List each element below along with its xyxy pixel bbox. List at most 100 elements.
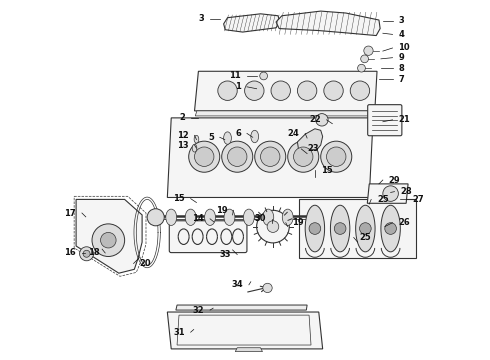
Text: 34: 34 xyxy=(231,280,243,289)
Circle shape xyxy=(271,81,291,100)
Ellipse shape xyxy=(305,205,324,252)
Ellipse shape xyxy=(224,209,235,225)
Text: 20: 20 xyxy=(139,259,151,268)
Text: 21: 21 xyxy=(398,115,410,124)
Text: 7: 7 xyxy=(398,75,404,84)
Circle shape xyxy=(260,72,268,80)
Ellipse shape xyxy=(244,209,254,225)
Ellipse shape xyxy=(263,209,274,225)
Text: 6: 6 xyxy=(235,129,241,138)
Text: 29: 29 xyxy=(389,176,400,185)
Circle shape xyxy=(267,221,279,233)
Ellipse shape xyxy=(205,209,216,225)
Circle shape xyxy=(261,147,280,166)
Circle shape xyxy=(321,141,352,172)
Ellipse shape xyxy=(381,205,400,252)
Polygon shape xyxy=(176,305,307,310)
Circle shape xyxy=(385,223,396,234)
Text: 12: 12 xyxy=(177,131,189,140)
Circle shape xyxy=(309,223,321,234)
Text: 19: 19 xyxy=(292,218,303,227)
Text: 24: 24 xyxy=(288,129,299,138)
FancyBboxPatch shape xyxy=(169,221,247,253)
Text: 30: 30 xyxy=(255,214,267,223)
Polygon shape xyxy=(299,199,416,258)
FancyBboxPatch shape xyxy=(368,105,402,136)
Circle shape xyxy=(297,81,317,100)
Circle shape xyxy=(326,147,346,166)
Ellipse shape xyxy=(192,144,197,152)
Ellipse shape xyxy=(194,135,199,143)
Circle shape xyxy=(316,114,328,126)
Ellipse shape xyxy=(166,209,177,225)
Text: 32: 32 xyxy=(193,306,204,315)
Circle shape xyxy=(358,64,366,72)
Circle shape xyxy=(92,224,124,256)
Text: 27: 27 xyxy=(412,195,423,204)
Text: 2: 2 xyxy=(179,113,185,122)
Circle shape xyxy=(195,147,214,166)
Polygon shape xyxy=(196,111,375,116)
Ellipse shape xyxy=(223,132,231,144)
Text: 1: 1 xyxy=(235,82,241,91)
Polygon shape xyxy=(297,129,322,150)
Text: 4: 4 xyxy=(398,30,404,39)
Text: 33: 33 xyxy=(220,250,231,259)
Text: 18: 18 xyxy=(88,248,99,257)
Ellipse shape xyxy=(282,209,293,225)
Circle shape xyxy=(100,233,116,248)
Ellipse shape xyxy=(330,205,350,252)
Text: 3: 3 xyxy=(198,14,204,23)
Circle shape xyxy=(255,141,286,172)
Circle shape xyxy=(361,55,368,63)
Text: 9: 9 xyxy=(398,53,404,62)
Polygon shape xyxy=(168,118,373,198)
Circle shape xyxy=(334,223,346,234)
Polygon shape xyxy=(368,184,408,203)
Circle shape xyxy=(227,147,247,166)
Text: 11: 11 xyxy=(229,71,241,80)
Circle shape xyxy=(288,141,319,172)
Polygon shape xyxy=(276,11,380,36)
Circle shape xyxy=(79,247,94,261)
Circle shape xyxy=(221,141,253,172)
Polygon shape xyxy=(235,348,263,352)
Circle shape xyxy=(245,81,264,100)
Text: 13: 13 xyxy=(177,140,189,149)
Text: 19: 19 xyxy=(216,206,227,215)
Text: 10: 10 xyxy=(398,44,410,53)
Circle shape xyxy=(360,223,371,234)
Polygon shape xyxy=(195,71,377,111)
Ellipse shape xyxy=(356,205,375,252)
Circle shape xyxy=(147,209,164,226)
Text: 26: 26 xyxy=(398,218,410,227)
Circle shape xyxy=(350,81,369,100)
Circle shape xyxy=(324,81,343,100)
Circle shape xyxy=(83,250,90,257)
Circle shape xyxy=(189,141,220,172)
Polygon shape xyxy=(168,312,322,349)
Text: 31: 31 xyxy=(173,328,185,337)
Text: 23: 23 xyxy=(307,144,319,153)
Text: 15: 15 xyxy=(321,166,333,175)
Text: 17: 17 xyxy=(65,208,76,217)
Text: 25: 25 xyxy=(360,233,371,242)
Polygon shape xyxy=(223,14,280,32)
Text: 15: 15 xyxy=(173,194,185,203)
Text: 8: 8 xyxy=(398,64,404,73)
Text: 16: 16 xyxy=(64,248,76,257)
Text: 3: 3 xyxy=(398,16,404,25)
Text: 25: 25 xyxy=(377,195,389,204)
Text: 5: 5 xyxy=(208,133,214,142)
Ellipse shape xyxy=(251,130,259,143)
Circle shape xyxy=(257,210,289,243)
Ellipse shape xyxy=(185,209,196,225)
Circle shape xyxy=(218,81,237,100)
Text: 22: 22 xyxy=(309,115,321,124)
Circle shape xyxy=(263,283,272,293)
Text: 28: 28 xyxy=(400,187,412,196)
Circle shape xyxy=(383,186,398,201)
Polygon shape xyxy=(76,199,142,273)
Circle shape xyxy=(294,147,313,166)
Circle shape xyxy=(364,46,373,55)
